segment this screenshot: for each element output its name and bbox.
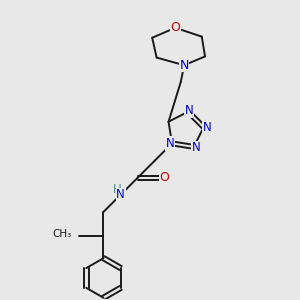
Text: N: N — [191, 142, 200, 154]
Text: O: O — [170, 21, 180, 34]
Text: N: N — [185, 104, 194, 117]
Text: O: O — [159, 171, 169, 184]
Text: N: N — [179, 59, 189, 72]
Text: N: N — [116, 188, 125, 201]
Text: N: N — [202, 121, 211, 134]
Text: H: H — [113, 183, 122, 196]
Text: N: N — [165, 137, 174, 150]
Text: CH₃: CH₃ — [52, 229, 72, 239]
